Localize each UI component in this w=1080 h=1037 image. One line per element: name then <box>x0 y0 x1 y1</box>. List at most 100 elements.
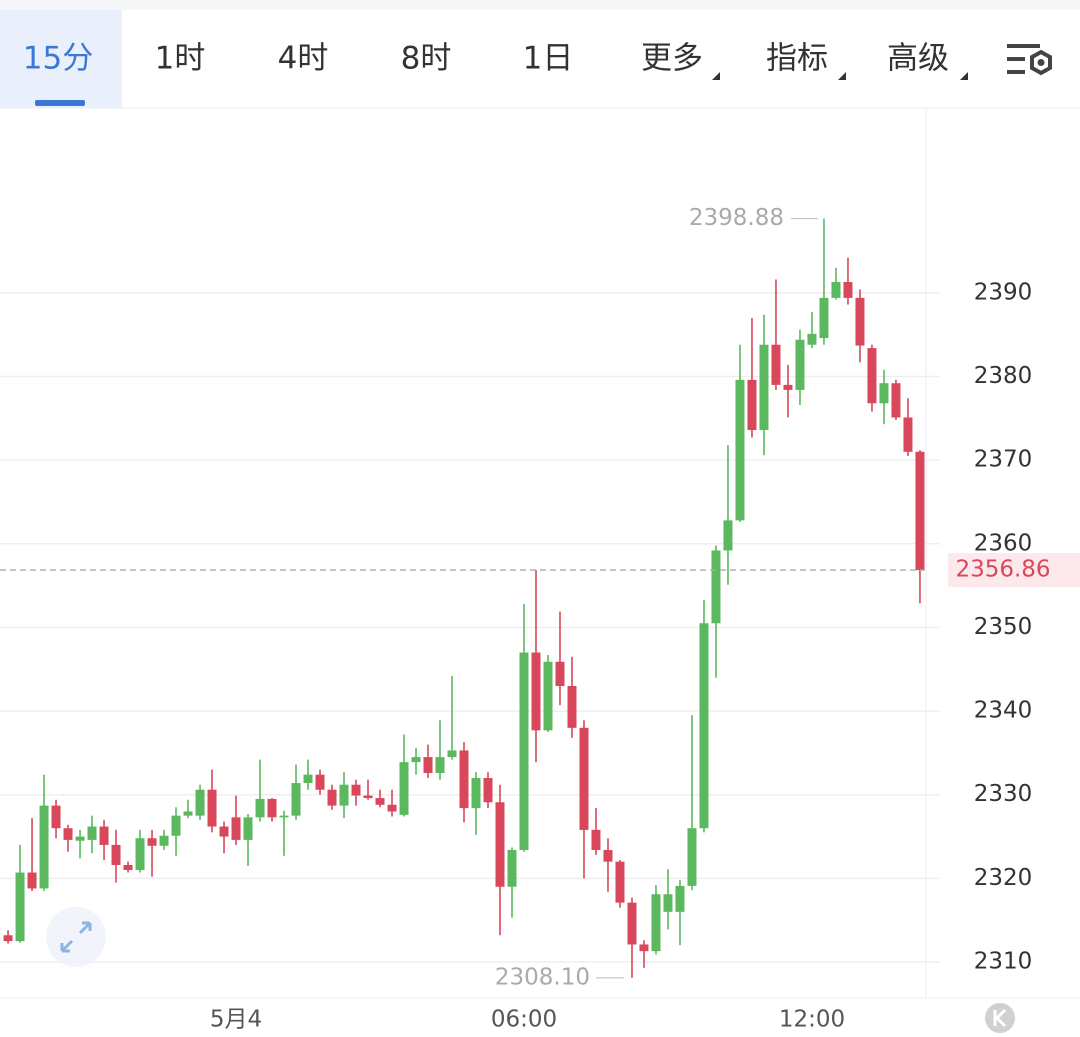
candle-body <box>327 789 337 806</box>
candle-body <box>87 826 97 840</box>
x-tick-label: 5月4 <box>210 1007 262 1033</box>
last-price-label: 2356.86 <box>955 557 1050 583</box>
candle-body <box>891 383 901 418</box>
labels: 2310 2320 2330 2340 2350 2360 2370 2380 2390 5月4 0… <box>0 205 1080 1033</box>
candle-body <box>639 944 649 952</box>
expand-button[interactable] <box>46 907 106 967</box>
candle-body <box>411 757 421 763</box>
candle-body <box>27 872 37 889</box>
candle-body <box>915 451 925 571</box>
candle-body <box>51 805 61 829</box>
candle-body <box>459 750 469 809</box>
candle-body <box>831 281 841 298</box>
candle-body <box>171 815 181 836</box>
candle-body <box>795 339 805 390</box>
candle-body <box>711 550 721 624</box>
candle-body <box>447 750 457 758</box>
candle-body <box>495 802 505 887</box>
y-tick-label: 2390 <box>974 279 1033 305</box>
candle-body <box>615 861 625 903</box>
candle-body <box>807 333 817 345</box>
y-tick-label: 2330 <box>974 781 1033 807</box>
candle-body <box>531 652 541 731</box>
active-tab-indicator <box>35 100 85 106</box>
candle-body <box>819 297 829 339</box>
candle-body <box>183 811 193 816</box>
candle-body <box>675 885 685 912</box>
candle-body <box>231 817 241 840</box>
candle-body <box>135 838 145 871</box>
dropdown-caret <box>960 72 968 80</box>
dropdown-caret <box>712 72 720 80</box>
candle-body <box>423 757 433 773</box>
tab[interactable]: 4时 <box>278 41 329 77</box>
candle-body <box>147 838 157 846</box>
candle-body <box>651 894 661 952</box>
candle-body <box>75 836 85 841</box>
candle-body <box>315 774 325 790</box>
k-icon[interactable] <box>985 1003 1015 1033</box>
candle-body <box>15 872 25 942</box>
candle-body <box>771 344 781 385</box>
candle-body <box>723 520 733 551</box>
candle-body <box>291 783 301 816</box>
candle-body <box>219 826 229 837</box>
candle-body <box>699 623 709 829</box>
candle-body <box>759 344 769 431</box>
candle-body <box>195 789 205 816</box>
candle-body <box>627 902 637 945</box>
dropdown-caret <box>838 72 846 80</box>
y-tick-label: 2320 <box>974 865 1033 891</box>
high-label: 2398.88 <box>689 205 784 231</box>
candle-body <box>303 774 313 784</box>
candle-body <box>351 784 361 796</box>
candle-body <box>339 784 349 806</box>
low-label: 2308.10 <box>495 964 590 990</box>
tab[interactable]: 更多 <box>641 41 703 77</box>
candle-body <box>243 817 253 840</box>
top-strip <box>0 0 1080 10</box>
tab[interactable]: 高级 <box>887 41 949 77</box>
candle-body <box>111 844 121 866</box>
candle-body <box>783 384 793 390</box>
candle-body <box>471 778 481 809</box>
tab-bar: 15分 1时 4时 8时 1日 更多 指标 高级 <box>23 41 949 77</box>
candle-body <box>159 835 169 846</box>
tab[interactable]: 指标 <box>766 41 828 77</box>
candle-body <box>267 798 277 818</box>
candle-body <box>747 379 757 431</box>
y-tick-label: 2380 <box>974 363 1033 389</box>
candle-body <box>579 727 589 830</box>
candle-body <box>855 297 865 346</box>
candle-body <box>387 804 397 812</box>
candle-body <box>63 828 73 840</box>
y-tick-label: 2310 <box>974 949 1033 975</box>
candle-body <box>603 849 613 862</box>
tab[interactable]: 8时 <box>401 41 452 77</box>
candle-body <box>399 762 409 815</box>
last-price-bg <box>948 553 1080 588</box>
candle-body <box>3 935 13 942</box>
candle-body <box>375 798 385 805</box>
candle-body <box>879 383 889 404</box>
active-tab-bg <box>0 10 122 108</box>
tab[interactable]: 15分 <box>23 41 93 77</box>
y-tick-label: 2340 <box>974 698 1033 724</box>
y-tick-label: 2360 <box>974 530 1033 556</box>
candle-body <box>591 829 601 850</box>
tab[interactable]: 1时 <box>155 41 206 77</box>
y-tick-label: 2350 <box>974 614 1033 640</box>
candle-body <box>435 757 445 773</box>
candle-body <box>279 815 289 818</box>
candle-body <box>663 894 673 912</box>
candle-body <box>255 798 265 818</box>
candle-body <box>519 652 529 850</box>
grid <box>0 292 940 963</box>
candle-body <box>843 281 853 298</box>
tab[interactable]: 1日 <box>523 41 574 77</box>
candle-body <box>207 789 217 827</box>
settings-icon[interactable] <box>1007 44 1052 76</box>
plot <box>3 218 925 978</box>
candle-body <box>483 778 493 803</box>
